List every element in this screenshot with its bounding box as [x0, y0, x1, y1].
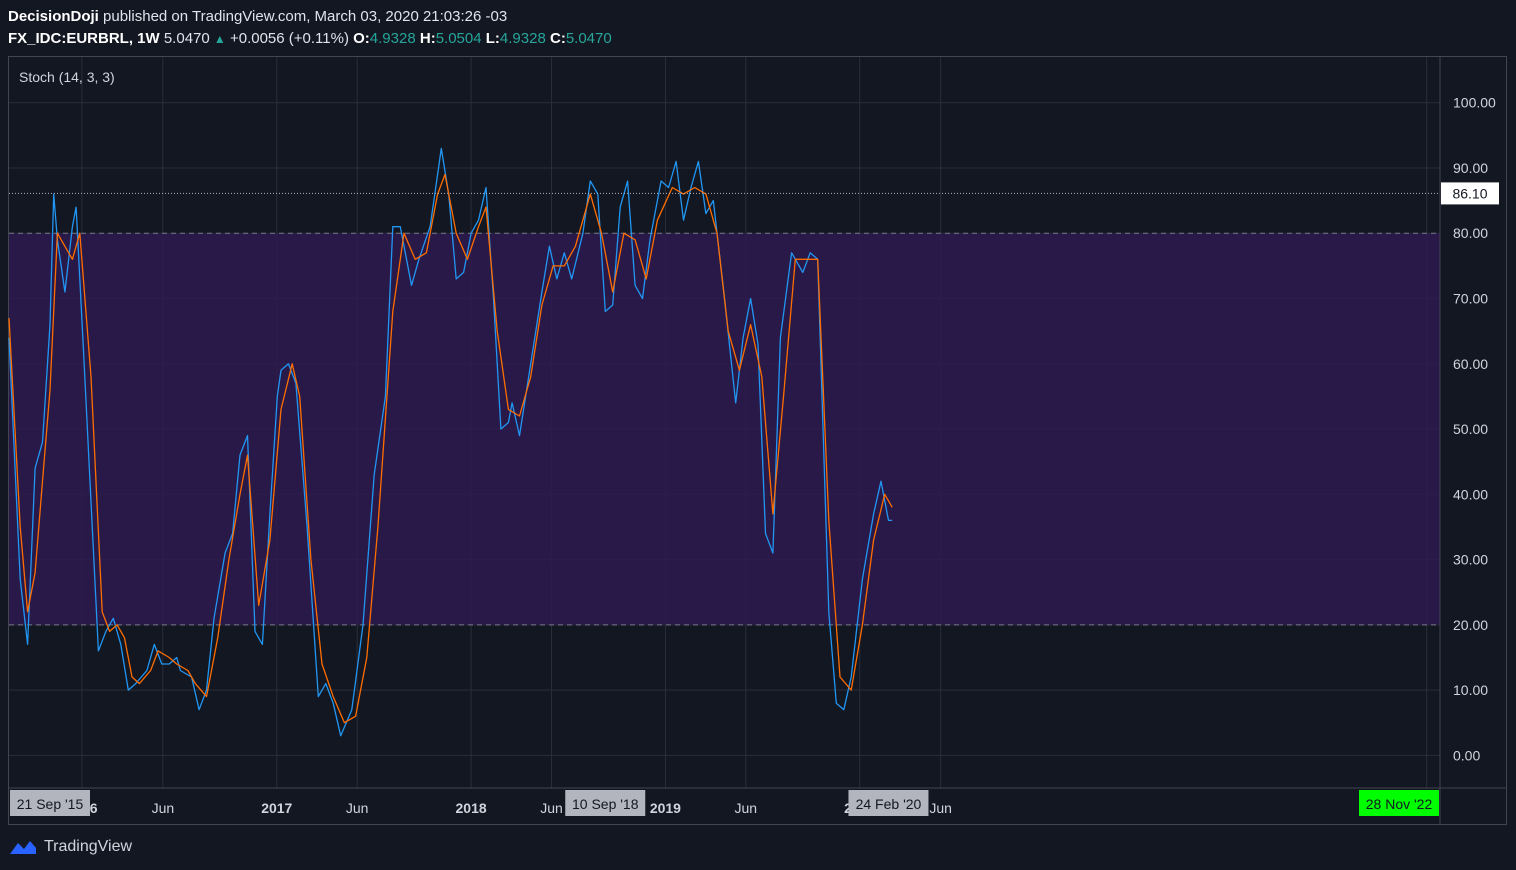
published-text: published on TradingView.com, March 03, …: [103, 8, 508, 25]
x-tick-label: 2019: [650, 800, 681, 816]
axis-layer: 100.00 90.00 80.00 70.00 60.00 50.00 40.00 30.0…: [8, 56, 1506, 825]
open-label: O:: [353, 30, 370, 47]
tradingview-cloud-icon: [10, 841, 36, 854]
y-tick-label: 100.00: [1453, 95, 1496, 111]
y-tick-label: 30.00: [1453, 552, 1488, 568]
y-tick-label: 40.00: [1453, 486, 1488, 502]
date-highlight-badge: [565, 790, 646, 816]
high-value: 5.0504: [435, 30, 482, 47]
price-change: +0.0056 (+0.11%): [229, 30, 349, 47]
x-tick-label: 2018: [456, 800, 487, 816]
date-highlight-badge: [848, 790, 929, 816]
symbol-line: FX_IDC:EURBRL, 1W 5.0470 ▲ +0.0056 (+0.1…: [8, 28, 612, 50]
x-tick-label: 2017: [261, 800, 292, 816]
current-value-badge: [1441, 182, 1499, 205]
indicator-title[interactable]: Stoch (14, 3, 3): [19, 69, 115, 85]
stoch-chart[interactable]: 100.00 90.00 80.00 70.00 60.00 50.00 40.00 30.0…: [8, 56, 1507, 825]
overbought-oversold-band: [9, 233, 1440, 625]
up-arrow-icon: ▲: [213, 32, 226, 46]
high-label: H:: [419, 30, 436, 47]
date-highlight-badge: [1359, 790, 1439, 816]
date-highlight-label: 24 Feb '20: [856, 796, 922, 812]
date-highlight-label: 21 Sep '15: [17, 796, 84, 812]
close-value: 5.0470: [565, 30, 612, 47]
y-tick-label: 0.00: [1453, 747, 1480, 763]
y-tick-label: 60.00: [1453, 356, 1488, 372]
publish-line: DecisionDoji published on TradingView.co…: [8, 6, 612, 28]
d-line: [8, 173, 893, 724]
date-highlight-label: 10 Sep '18: [572, 796, 639, 812]
x-tick-label: Jun: [346, 800, 369, 816]
tradingview-logo[interactable]: TradingView: [8, 836, 132, 858]
date-highlight-badge: [10, 790, 90, 816]
y-tick-label: 80.00: [1453, 225, 1488, 241]
open-value: 4.9328: [369, 30, 416, 47]
x-tick-label: Jun: [540, 800, 563, 816]
x-tick-label: Jun: [735, 800, 758, 816]
low-label: L:: [485, 30, 500, 47]
close-label: C:: [549, 30, 566, 47]
symbol-name[interactable]: FX_IDC:EURBRL, 1W: [8, 30, 160, 47]
y-tick-label: 10.00: [1453, 682, 1488, 698]
y-tick-label: 20.00: [1453, 617, 1488, 633]
date-highlight-label: 28 Nov '22: [1366, 796, 1433, 812]
author-name[interactable]: DecisionDoji: [8, 8, 99, 25]
series-layer: [8, 147, 893, 737]
price-value: 5.0470: [163, 30, 210, 47]
current-value-label: 86.10: [1452, 185, 1487, 201]
y-tick-label: 50.00: [1453, 421, 1488, 437]
y-tick-label: 90.00: [1453, 160, 1488, 176]
chart-header: DecisionDoji published on TradingView.co…: [8, 6, 612, 50]
low-value: 4.9328: [499, 30, 546, 47]
x-tick-label: Jun: [929, 800, 952, 816]
brand-name: TradingView: [44, 838, 133, 855]
x-tick-label: Jun: [152, 800, 175, 816]
y-tick-label: 70.00: [1453, 290, 1488, 306]
